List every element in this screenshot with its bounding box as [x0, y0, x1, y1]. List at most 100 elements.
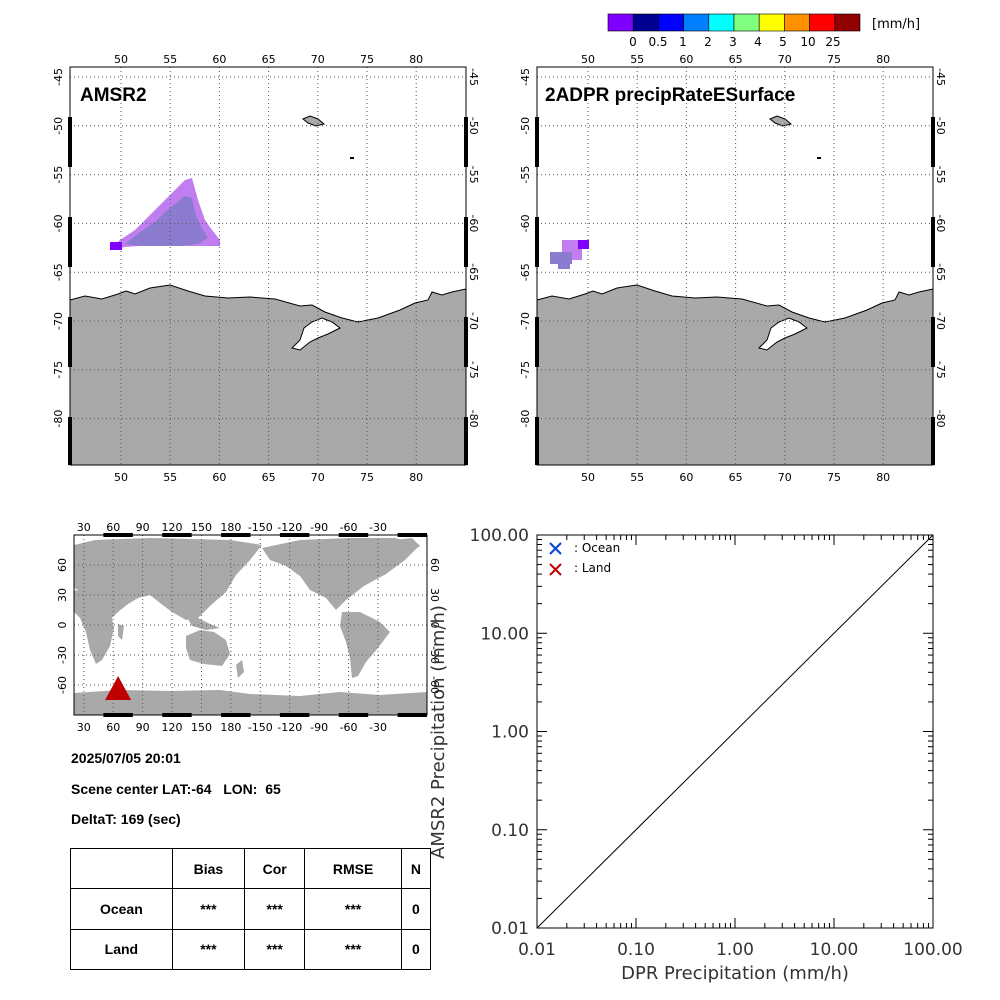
colorbar-swatch — [683, 13, 710, 32]
colorbar-tick: 25 — [825, 35, 840, 49]
kerguelen-island — [769, 115, 793, 127]
bias-cell: *** — [171, 888, 246, 930]
heard-island — [350, 157, 354, 159]
rmse-cell: *** — [304, 928, 402, 971]
cor-cell: *** — [244, 928, 306, 971]
lat-tick-label: -75 — [52, 361, 65, 379]
lon-tick-label: 80 — [876, 471, 890, 484]
lat-tick-label: -70 — [934, 312, 947, 330]
legend: : Ocean : Land — [549, 541, 620, 576]
n-cell: 0 — [400, 928, 432, 971]
lon-tick-label: 55 — [630, 471, 644, 484]
lon-tick-label: -90 — [310, 721, 328, 734]
x-tick-label: 0.10 — [617, 940, 655, 960]
lat-tick-label: -50 — [52, 117, 65, 135]
y-tick-label: 10.00 — [480, 624, 529, 644]
lat-tick-label: 0 — [428, 622, 441, 629]
row-label: Land — [70, 928, 173, 971]
colorbar-swatch — [632, 13, 659, 32]
lat-tick-label: 60 — [56, 558, 69, 572]
colorbar-tick: 5 — [779, 35, 787, 49]
colorbar-swatch — [758, 13, 785, 32]
map-amsr2: 50 50 55 55 60 60 65 65 70 70 75 75 80 80 -45 -45 -50 -50… — [52, 53, 480, 484]
lon-tick-label: 90 — [136, 521, 150, 534]
lon-tick-label: 70 — [311, 471, 325, 484]
lon-tick-label: 90 — [136, 721, 150, 734]
y-tick-label: 1.00 — [491, 723, 529, 743]
lon-tick-label: 65 — [729, 53, 743, 66]
x-tick-label: 100.00 — [903, 940, 962, 960]
precip-cell — [558, 262, 570, 269]
lat-tick-label: -45 — [52, 68, 65, 86]
lat-tick-label: -55 — [519, 166, 532, 184]
lon-tick-label: 75 — [360, 471, 374, 484]
lat-tick-label: -55 — [52, 166, 65, 184]
lon-tick-label: -60 — [340, 721, 358, 734]
lon-tick-label: 70 — [311, 53, 325, 66]
lon-tick-label: 65 — [729, 471, 743, 484]
lat-tick-label: -65 — [519, 263, 532, 281]
lat-tick-label: -80 — [467, 410, 480, 428]
new-zealand — [236, 660, 244, 678]
table-header-cell: Bias — [171, 847, 246, 890]
lat-tick-label: -30 — [428, 646, 441, 664]
colorbar-tick: 10 — [800, 35, 815, 49]
stats-table: Bias Cor RMSE N Ocean *** *** *** 0 Land… — [70, 847, 432, 971]
lon-tick-label: 120 — [162, 721, 183, 734]
north-america — [262, 538, 420, 610]
greenland — [394, 538, 420, 552]
colorbar-swatch — [834, 13, 861, 32]
y-tick-label: 0.10 — [491, 821, 529, 841]
lon-tick-label: 55 — [163, 471, 177, 484]
lat-tick-label: -70 — [467, 312, 480, 330]
lat-tick-label: -75 — [519, 361, 532, 379]
x-tick-label: 1.00 — [716, 940, 754, 960]
colorbar-swatch — [607, 13, 634, 32]
lon-tick-label: -120 — [277, 721, 302, 734]
colorbar-swatch — [733, 13, 760, 32]
bias-cell: *** — [171, 928, 246, 971]
scatter-plot: 0.010.01 0.10 0.10 1.00 1.00 10.00 10.00 100.00… — [428, 526, 963, 984]
lat-tick-label: -55 — [934, 166, 947, 184]
colorbar: [mm/h] 0 0.5 1 2 3 4 5 10 25 — [607, 13, 920, 49]
lon-tick-label: -150 — [248, 721, 273, 734]
antarctica-land — [69, 284, 467, 466]
colorbar-swatch — [708, 13, 735, 32]
colorbar-tick: 3 — [729, 35, 737, 49]
lat-tick-label: -80 — [934, 410, 947, 428]
map-dpr: 50 50 55 55 60 60 65 65 70 70 75 75 80 80 -45 -45 -50 -50… — [519, 53, 947, 484]
scene-datetime: 2025/07/05 20:01 — [71, 750, 181, 766]
globe-axis-ticks: 30 30 60 60 90 90 120 120 150 150 180 180 -150 -150 -1… — [56, 521, 441, 734]
lon-tick-label: 120 — [162, 521, 183, 534]
lon-tick-label: 75 — [360, 53, 374, 66]
x-axis-label: DPR Precipitation (mm/h) — [621, 963, 849, 984]
table-header-cell: Cor — [244, 847, 306, 890]
table-header-cell: RMSE — [304, 847, 402, 890]
lon-tick-label: 60 — [212, 471, 226, 484]
australia — [186, 630, 230, 666]
precip-cell — [550, 252, 572, 264]
lat-tick-label: -75 — [934, 361, 947, 379]
colorbar-tick: 0.5 — [648, 35, 667, 49]
global-locator-map: 30 30 60 60 90 90 120 120 150 150 180 180 -150 -150 -1… — [56, 521, 441, 734]
legend-land-label: : Land — [574, 561, 611, 575]
scene-center: Scene center LAT:-64 LON: 65 — [71, 781, 281, 797]
lon-tick-label: -120 — [277, 521, 302, 534]
amsr2-precip-swath — [110, 178, 220, 250]
lon-tick-label: 50 — [581, 53, 595, 66]
lon-tick-label: 50 — [114, 471, 128, 484]
table-header-cell — [70, 847, 173, 890]
lon-tick-label: 50 — [114, 53, 128, 66]
antarctica-land — [536, 284, 934, 466]
lon-tick-label: 180 — [220, 521, 241, 534]
map-title: AMSR2 — [80, 85, 147, 106]
colorbar-tick: 1 — [679, 35, 687, 49]
scene-location-marker — [105, 676, 132, 701]
map-axis-ticks: 50 50 55 55 60 60 65 65 70 70 75 75 80 80 -45 -45 -50 -50… — [519, 53, 947, 484]
colorbar-swatch — [658, 13, 684, 32]
one-to-one-line — [536, 534, 934, 929]
lat-tick-label: -60 — [467, 214, 480, 232]
lat-tick-label: -45 — [519, 68, 532, 86]
lat-tick-label: -80 — [52, 410, 65, 428]
africa — [74, 590, 114, 664]
